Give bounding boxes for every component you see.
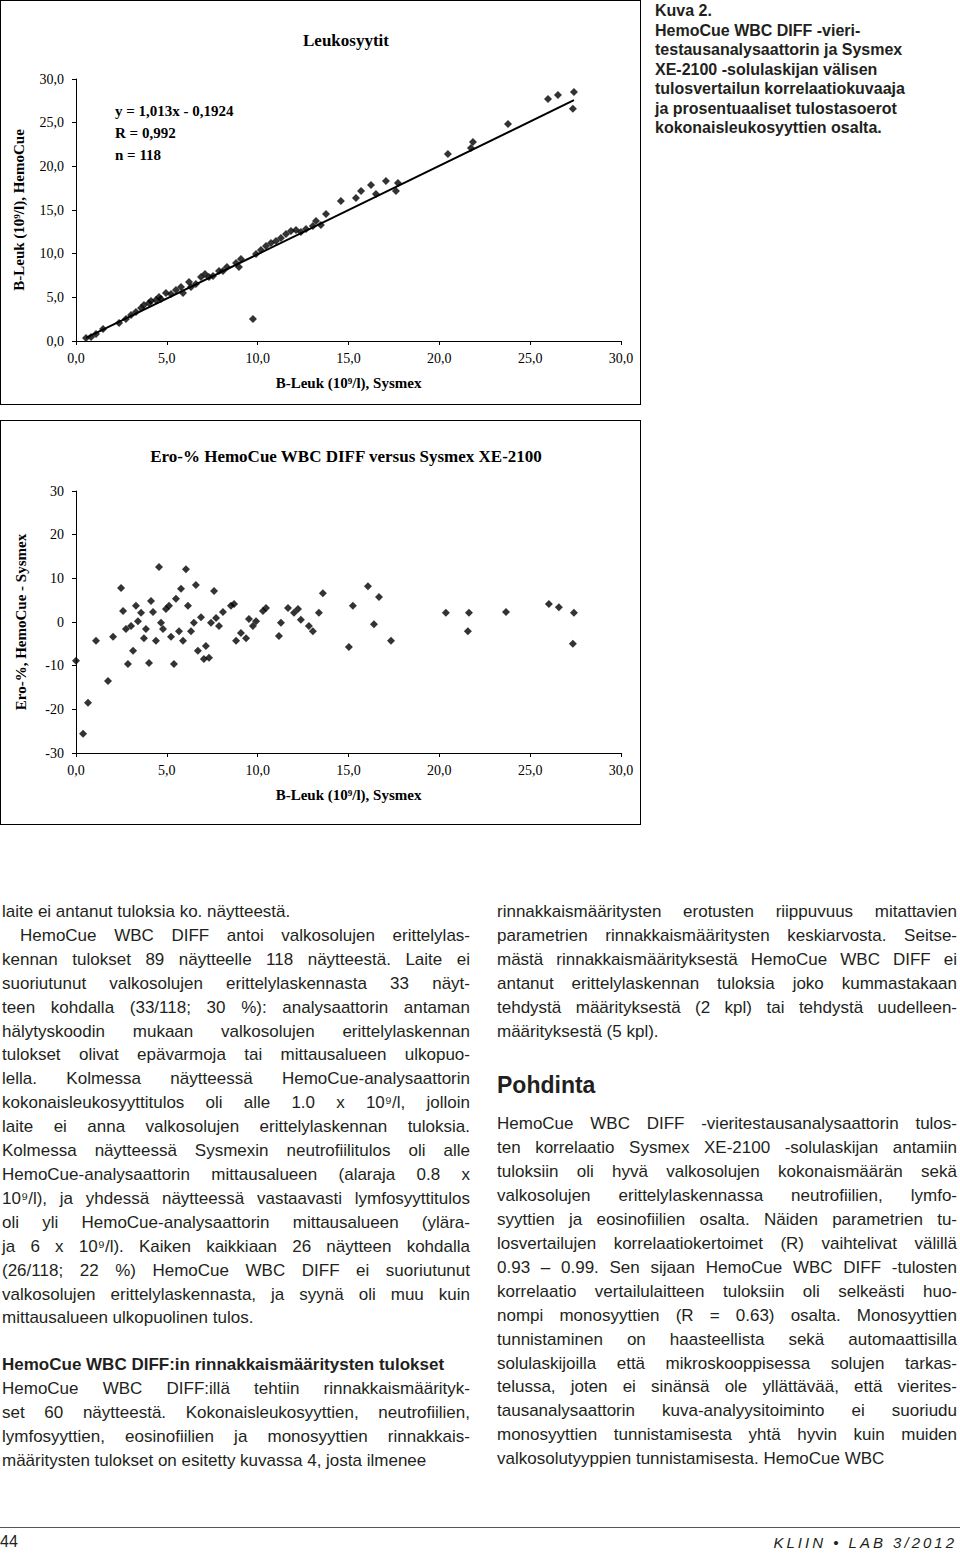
svg-text:B-Leuk (10⁹/l), Sysmex: B-Leuk (10⁹/l), Sysmex (276, 787, 422, 804)
html-text:HemoCue WBC DIFF antoi valkoso: HemoCue WBC DIFF antoi valkosolujen erit… (20, 925, 470, 945)
html-text:10⁹/l), ja yhdessä näytteessä: 10⁹/l), ja yhdessä näytteessä vastaavast… (2, 1188, 470, 1208)
svg-text:B-Leuk (10⁹/l), HemoCue: B-Leuk (10⁹/l), HemoCue (11, 129, 28, 291)
html-text:hälytyskoodin mukaan valkosolu: hälytyskoodin mukaan valkosolujen eritte… (2, 1021, 470, 1041)
svg-text:0,0: 0,0 (47, 334, 65, 349)
svg-text:-10: -10 (45, 658, 64, 673)
html-text:nompi monosyyttien (R = 0.63): nompi monosyyttien (R = 0.63) osalta. Mo… (497, 1305, 957, 1325)
html-text:oli yli HemoCue-analysaattorin: oli yli HemoCue-analysaattorin mittausal… (2, 1212, 470, 1232)
html-text:tulokset olivat epävarmoja tai: tulokset olivat epävarmoja tai mittausal… (2, 1045, 470, 1065)
html-text:syyttien ja eosinofiilien osal: syyttien ja eosinofiilien osalta. Näiden… (497, 1210, 957, 1230)
html-text:ja 6 x 10⁹/l). Kaiken kaikkiaa: ja 6 x 10⁹/l). Kaiken kaikkiaan 26 näytt… (2, 1236, 470, 1256)
html-text:tuloksiin oli hyvä valkosoluje: tuloksiin oli hyvä valkosolujen kokonais… (497, 1162, 957, 1182)
svg-text:Leukosyytit: Leukosyytit (303, 31, 389, 50)
html-text:valkosolujen erittelylaskennas: valkosolujen erittelylaskennasta, ja syy… (2, 1284, 470, 1304)
svg-text:R = 0,992: R = 0,992 (115, 125, 176, 141)
html-text:kennan tulokset 89 näytteelle: kennan tulokset 89 näytteelle 118 näytte… (2, 949, 470, 969)
svg-text:y = 1,013x - 0,1924: y = 1,013x - 0,1924 (115, 103, 234, 119)
html-text:XE-2100 -solulaskijan välisen: XE-2100 -solulaskijan välisen (655, 60, 878, 78)
svg-text:B-Leuk (10⁹/l), Sysmex: B-Leuk (10⁹/l), Sysmex (276, 375, 422, 392)
svg-text:-30: -30 (45, 746, 64, 761)
svg-text:10: 10 (50, 571, 64, 586)
html-text:HemoCue-analysaattorin mittaus: HemoCue-analysaattorin mittausalueen (al… (2, 1165, 470, 1184)
html-text:antanut erittelylaskennan tulo: antanut erittelylaskennan tuloksia joko … (497, 973, 957, 993)
html-text:telussa, joten ei sinänsä ole: telussa, joten ei sinänsä ole yllättävää… (497, 1377, 957, 1397)
html-text:mittausalueen ulkopuolinen tul: mittausalueen ulkopuolinen tulos. (2, 1308, 254, 1328)
svg-text:25,0: 25,0 (518, 351, 543, 366)
svg-text:0: 0 (57, 615, 64, 630)
svg-text:15,0: 15,0 (336, 351, 361, 366)
html-text:tunnistaminen on haasteellista: tunnistaminen on haasteellista sekä auto… (497, 1329, 957, 1349)
html-text:ten korrelaatio Sysmex XE-2100: ten korrelaatio Sysmex XE-2100 -solulask… (497, 1138, 957, 1158)
svg-text:25,0: 25,0 (518, 763, 543, 778)
html-text:Pohdinta: Pohdinta (497, 1072, 596, 1099)
html-text:ja prosentuaaliset tulostasoer: ja prosentuaaliset tulostasoerot (655, 99, 897, 117)
html-text:HemoCue WBC DIFF:illä tehtiin: HemoCue WBC DIFF:illä tehtiin rinnakkais… (2, 1379, 470, 1399)
html-text:laite ei antanut tuloksia ko.: laite ei antanut tuloksia ko. näytteestä… (2, 902, 291, 921)
html-text:suoriutunut valkosolujen eritt: suoriutunut valkosolujen erittelylaskenn… (2, 973, 470, 993)
svg-text:-20: -20 (45, 702, 64, 717)
html-text:laite ei anna valkosolujen eri: laite ei anna valkosolujen erittelylaske… (2, 1117, 470, 1137)
svg-text:15,0: 15,0 (40, 203, 65, 218)
html-text:Kuva 2.: Kuva 2. (655, 2, 712, 19)
svg-text:20,0: 20,0 (427, 763, 452, 778)
html-text:HemoCue WBC DIFF -vieritestaus: HemoCue WBC DIFF -vieritestausanalysaatt… (497, 1114, 957, 1134)
svg-text:30,0: 30,0 (609, 351, 634, 366)
svg-text:20,0: 20,0 (40, 159, 65, 174)
html-text:HemoCue WBC DIFF -vieri-: HemoCue WBC DIFF -vieri- (655, 21, 861, 39)
html-text:Kolmessa näytteessä Sysmexin n: Kolmessa näytteessä Sysmexin neutrofiili… (2, 1141, 470, 1161)
svg-text:30,0: 30,0 (609, 763, 634, 778)
html-text:losvertailujen korrelaatiokert: losvertailujen korrelaatiokertoimet (R) … (497, 1234, 957, 1253)
svg-text:30: 30 (50, 484, 64, 499)
svg-text:Ero-%, HemoCue - Sysmex: Ero-%, HemoCue - Sysmex (13, 533, 29, 710)
html-text:teen kohdalla (33/118; 30 %):: teen kohdalla (33/118; 30 %): analysaatt… (2, 997, 470, 1017)
html-text:korrelaatio vertailulaitteen t: korrelaatio vertailulaitteen tuloksiin o… (497, 1281, 957, 1301)
html-text:solulaskijoilla että mikroskoo: solulaskijoilla että mikroskooppisessa s… (497, 1353, 957, 1373)
svg-text:15,0: 15,0 (336, 763, 361, 778)
svg-text:5,0: 5,0 (47, 290, 65, 305)
html-text:tulosvertailun korrelaatiokuva: tulosvertailun korrelaatiokuvaaja (655, 80, 905, 97)
svg-text:5,0: 5,0 (158, 763, 176, 778)
html-text:testausanalysaattorin ja Sysme: testausanalysaattorin ja Sysmex (655, 41, 903, 58)
svg-text:n = 118: n = 118 (115, 147, 161, 163)
html-text:mästä rinnakkaismäärityksestä: mästä rinnakkaismäärityksestä HemoCue WB… (497, 949, 957, 969)
html-text:lymfosyyttien, eosinofiilien j: lymfosyyttien, eosinofiilien ja monosyyt… (2, 1427, 470, 1446)
html-text:määritysten tulokset on esitet: määritysten tulokset on esitetty kuvassa… (2, 1450, 427, 1470)
html-text:lella. Kolmessa näytteessä Hem: lella. Kolmessa näytteessä HemoCue-analy… (2, 1069, 470, 1089)
html-text:monosyyttien tunnistamisesta y: monosyyttien tunnistamisesta yhtä hyvin … (497, 1425, 957, 1445)
html-text:määrityksestä (5 kpl).: määrityksestä (5 kpl). (497, 1021, 659, 1041)
html-text:set 60 näytteestä. Kokonaisleu: set 60 näytteestä. Kokonaisleukosyyttien… (2, 1403, 470, 1423)
svg-text:20: 20 (50, 527, 64, 542)
svg-text:10,0: 10,0 (245, 351, 270, 366)
html-text:KLIIN • LAB 3/2012: KLIIN • LAB 3/2012 (773, 1534, 957, 1551)
svg-text:10,0: 10,0 (245, 763, 270, 778)
svg-text:0,0: 0,0 (67, 351, 85, 366)
svg-text:30,0: 30,0 (40, 72, 65, 87)
svg-text:5,0: 5,0 (158, 351, 176, 366)
html-text:rinnakkaismääritysten erotuste: rinnakkaismääritysten erotusten riippuvu… (497, 902, 957, 921)
html-text:kokonaisleukosyyttien osalta.: kokonaisleukosyyttien osalta. (655, 119, 882, 136)
svg-text:20,0: 20,0 (427, 351, 452, 366)
svg-text:Ero-% HemoCue WBC DIFF versus: Ero-% HemoCue WBC DIFF versus Sysmex XE-… (150, 447, 542, 466)
html-text:kokonaisleukosyyttitulos oli a: kokonaisleukosyyttitulos oli alle 1.0 x … (2, 1093, 470, 1113)
html-text:HemoCue WBC DIFF:in rinnakkais: HemoCue WBC DIFF:in rinnakkaismäärityste… (2, 1355, 445, 1375)
svg-text:0,0: 0,0 (67, 763, 85, 778)
html-text:tausanalysaattorin kuva-analyy: tausanalysaattorin kuva-analyysitoiminto… (497, 1401, 957, 1421)
svg-text:25,0: 25,0 (40, 115, 65, 130)
html-text:0.93 – 0.99. Sen sijaan HemoCu: 0.93 – 0.99. Sen sijaan HemoCue WBC DIFF… (497, 1257, 957, 1277)
html-text:tehdystä määrityksestä (2 kpl): tehdystä määrityksestä (2 kpl) tai tehdy… (497, 997, 957, 1017)
svg-text:10,0: 10,0 (40, 246, 65, 261)
html-text:valkosolujen erittelylaskennas: valkosolujen erittelylaskennassa neutrof… (497, 1186, 957, 1206)
html-text:parametrien rinnakkaismääritys: parametrien rinnakkaismääritysten keskia… (497, 925, 957, 945)
html-text:44: 44 (0, 1533, 18, 1550)
html-text:valkosolutyyppien tunnistamise: valkosolutyyppien tunnistamisesta. HemoC… (497, 1449, 885, 1469)
html-text:(26/118; 22 %) HemoCue WBC DIF: (26/118; 22 %) HemoCue WBC DIFF ei suori… (2, 1260, 470, 1280)
